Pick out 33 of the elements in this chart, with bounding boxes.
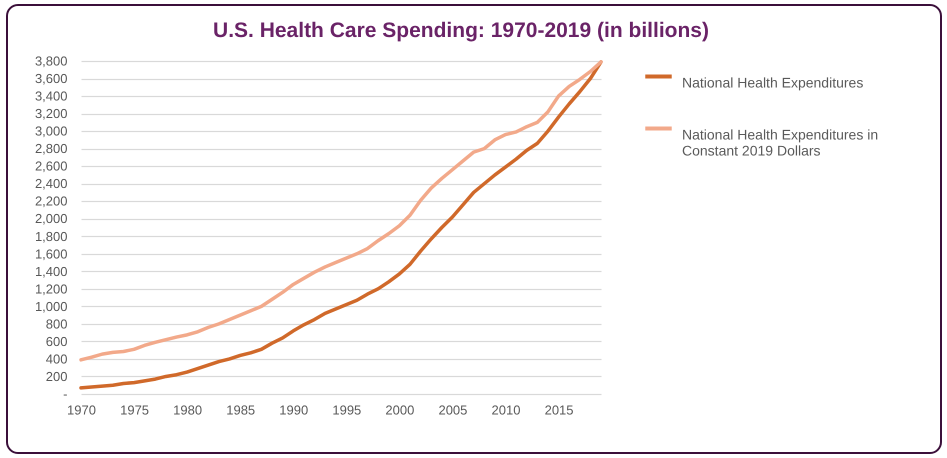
x-tick-label: 1975 xyxy=(120,402,150,418)
x-tick-label: 2015 xyxy=(544,402,574,418)
x-tick-label: 2000 xyxy=(385,402,414,418)
y-tick-label: 3,400 xyxy=(34,88,68,104)
y-tick-label: 2,000 xyxy=(34,211,68,226)
y-tick-label: 2,200 xyxy=(34,194,68,209)
y-tick-label: 2,600 xyxy=(34,158,68,174)
y-tick-label: 2,800 xyxy=(34,141,68,156)
x-tick-label: 1995 xyxy=(332,402,362,418)
y-tick-label: - xyxy=(63,386,68,402)
y-tick-label: 2,400 xyxy=(34,176,68,192)
y-tick-label: 200 xyxy=(46,368,68,384)
x-tick-label: 2005 xyxy=(438,402,468,418)
y-tick-label: 400 xyxy=(46,351,68,366)
y-tick-label: 3,000 xyxy=(34,124,68,139)
y-tick-label: 1,800 xyxy=(34,228,68,244)
legend-label: National Health Expenditures xyxy=(682,74,864,90)
x-tick-label: 2010 xyxy=(492,402,520,418)
y-tick-label: 1,200 xyxy=(34,281,68,296)
y-tick-label: 800 xyxy=(46,316,68,332)
y-tick-label: 3,600 xyxy=(34,71,68,86)
y-tick-label: 600 xyxy=(46,334,68,349)
x-tick-label: 1980 xyxy=(173,402,202,418)
y-tick-label: 1,000 xyxy=(34,298,68,314)
legend-label: National Health Expenditures in Constant 2019 Dollars xyxy=(682,126,878,158)
y-tick-label: 3,200 xyxy=(34,106,68,122)
y-tick-label: 1,400 xyxy=(34,264,68,279)
y-tick-label: 3,800 xyxy=(34,54,68,68)
y-tick-label: 1,600 xyxy=(34,246,68,262)
x-tick-label: 1990 xyxy=(279,402,308,418)
chart-title: U.S. Health Care Spending: 1970-2019 (in billions) xyxy=(213,19,709,42)
x-tick-label: 1985 xyxy=(226,402,256,418)
x-tick-label: 1970 xyxy=(67,402,96,418)
